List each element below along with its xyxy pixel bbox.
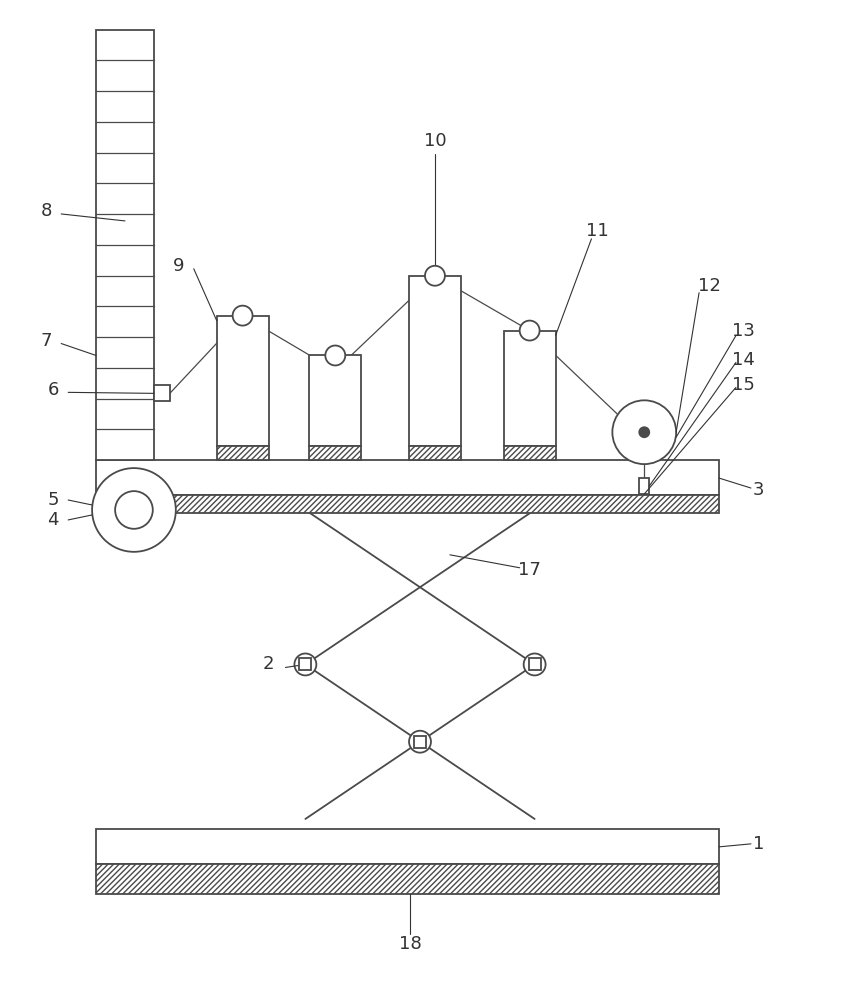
Text: 14: 14 <box>733 351 755 369</box>
Bar <box>300 658 312 670</box>
Text: 12: 12 <box>698 277 721 295</box>
Bar <box>504 331 556 446</box>
Circle shape <box>520 321 540 341</box>
Text: 9: 9 <box>173 257 184 275</box>
Circle shape <box>612 400 676 464</box>
Bar <box>216 446 269 460</box>
Text: 13: 13 <box>733 322 755 340</box>
Circle shape <box>524 653 546 675</box>
Text: 2: 2 <box>263 655 274 673</box>
Text: 11: 11 <box>586 222 609 240</box>
Text: 6: 6 <box>47 381 59 399</box>
Bar <box>414 736 426 748</box>
Text: 7: 7 <box>40 332 52 350</box>
Bar <box>216 316 269 446</box>
Text: 10: 10 <box>424 132 446 150</box>
Bar <box>309 355 361 446</box>
Bar <box>96 495 719 513</box>
Bar <box>409 276 461 446</box>
Circle shape <box>639 427 649 437</box>
Text: 15: 15 <box>733 376 755 394</box>
Text: 8: 8 <box>40 202 52 220</box>
Bar <box>96 829 719 864</box>
Bar <box>96 30 154 460</box>
Bar <box>154 385 170 401</box>
Text: 5: 5 <box>47 491 59 509</box>
Text: 4: 4 <box>47 511 59 529</box>
Bar <box>639 478 649 494</box>
Circle shape <box>409 731 431 753</box>
Bar <box>96 460 719 495</box>
Circle shape <box>115 491 152 529</box>
Bar <box>504 446 556 460</box>
Bar <box>309 446 361 460</box>
Text: 17: 17 <box>518 561 541 579</box>
Bar <box>409 446 461 460</box>
Circle shape <box>92 468 176 552</box>
Bar <box>96 864 719 894</box>
Text: 3: 3 <box>753 481 765 499</box>
Text: 18: 18 <box>398 935 421 953</box>
Text: 1: 1 <box>754 835 765 853</box>
Circle shape <box>425 266 445 286</box>
Circle shape <box>325 346 345 365</box>
Circle shape <box>295 653 317 675</box>
Bar <box>529 658 541 670</box>
Circle shape <box>232 306 253 326</box>
